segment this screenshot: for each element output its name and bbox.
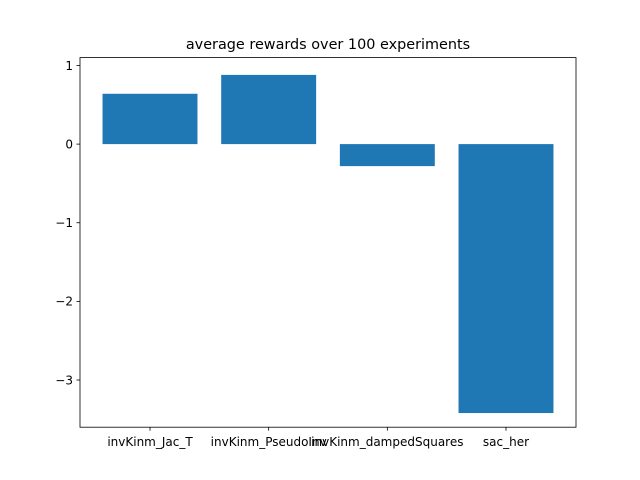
y-tick-label: −1 (55, 216, 73, 230)
bar-invkinm-pseudoinv (221, 74, 317, 145)
x-tick-label: sac_her (483, 435, 529, 449)
y-axis-ticks: 1 0 −1 −2 −3 (55, 59, 80, 387)
chart-title: average rewards over 100 experiments (186, 37, 470, 53)
plot-frame (79, 57, 577, 428)
y-tick-label: −2 (55, 295, 73, 309)
bars-group (102, 74, 554, 414)
x-tick-label: invKinm_PseudoInv (211, 435, 327, 449)
x-axis-ticks: invKinm_Jac_T invKinm_PseudoInvinvKinm_da… (107, 427, 529, 449)
y-tick-label: −3 (55, 373, 73, 387)
bar-sac-her (458, 144, 554, 414)
x-tick-label: invKinm_dampedSquares (311, 435, 463, 449)
y-tick-label: 1 (65, 59, 73, 73)
y-tick-label: 0 (65, 137, 73, 151)
x-tick-label: invKinm_Jac_T (107, 435, 193, 449)
bar-invkinm-dampedsquares (339, 144, 435, 167)
bar-invkinm-jac-t (102, 93, 198, 145)
